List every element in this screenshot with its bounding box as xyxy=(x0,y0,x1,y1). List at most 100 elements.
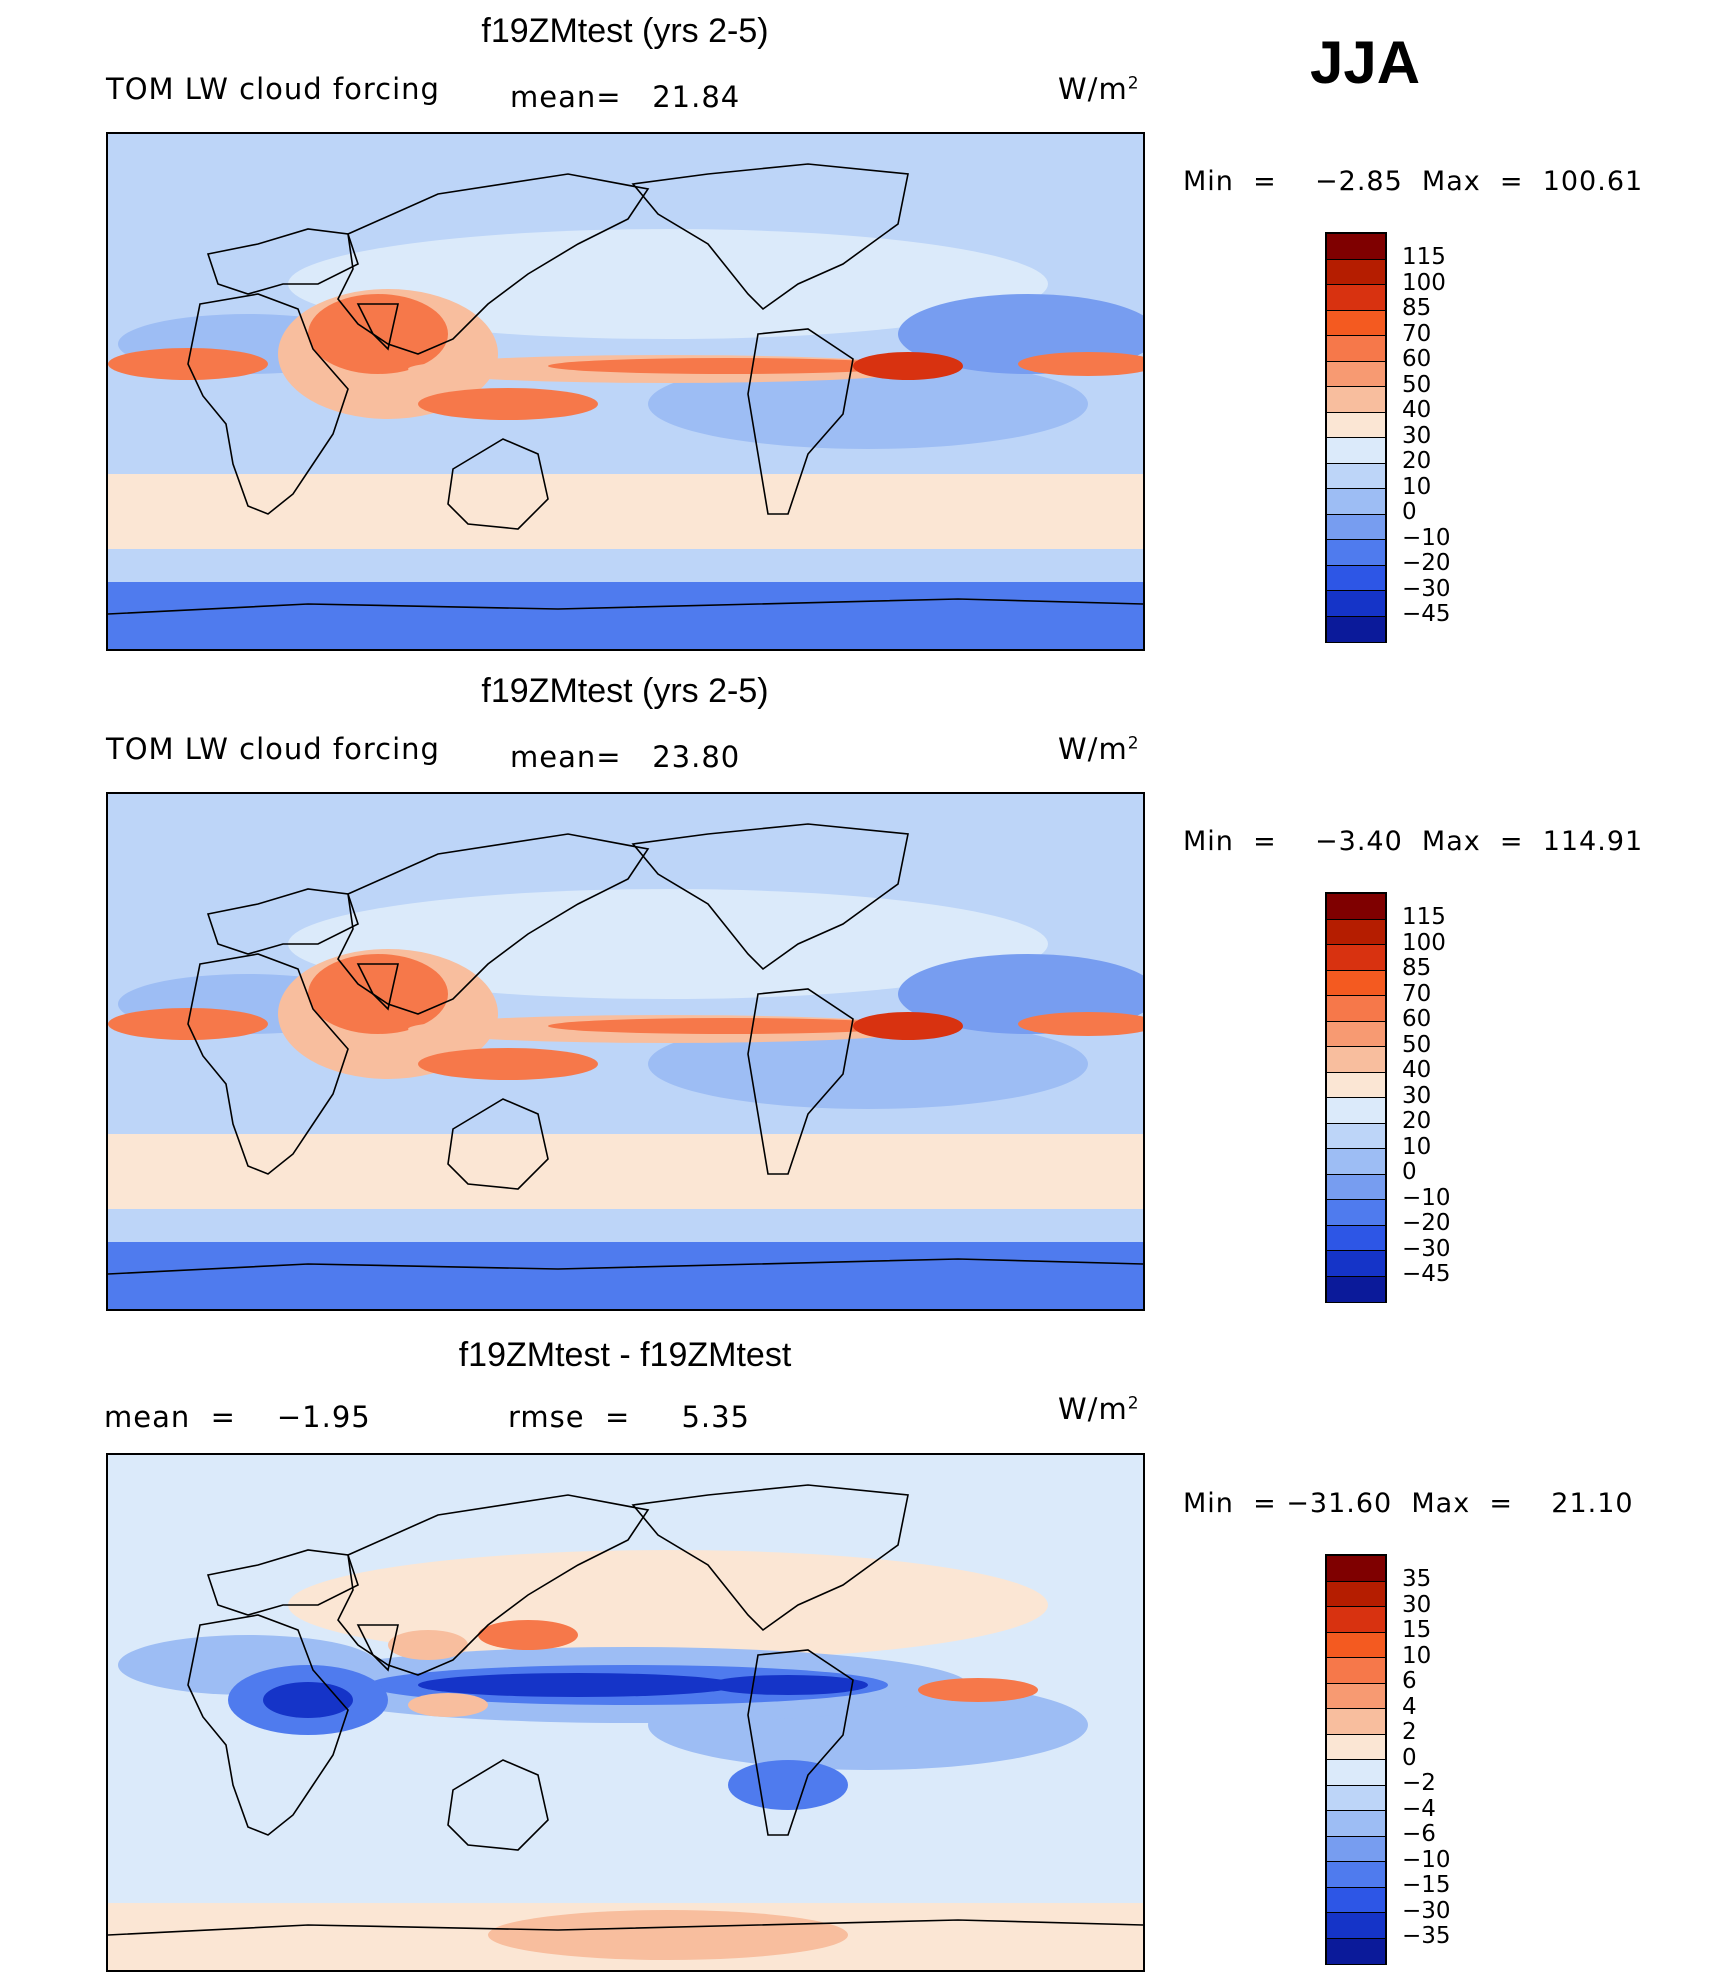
field-region xyxy=(418,1048,598,1080)
colorbar xyxy=(1325,892,1387,1303)
min-max-label: Min = −2.85 Max = 100.61 xyxy=(1183,166,1644,197)
field-region xyxy=(288,889,1048,999)
colorbar-swatch xyxy=(1327,1556,1385,1582)
field-region xyxy=(488,1910,848,1960)
colorbar-swatch xyxy=(1327,1734,1385,1760)
colorbar-tick-label: 115 xyxy=(1402,244,1446,270)
field-region xyxy=(288,1550,1048,1660)
colorbar-ticks: 115 100 85 70 60 50 40 30 20 10 0 −10 −20 −30 −45 xyxy=(1402,904,1451,1288)
colorbar-swatch xyxy=(1327,919,1385,945)
colorbar-tick-label: 115 xyxy=(1402,904,1446,930)
colorbar-tick-label: 0 xyxy=(1402,1744,1417,1771)
panel-title: f19ZMtest - f19ZMtest xyxy=(458,1336,792,1374)
colorbar-tick-label: 100 xyxy=(1402,269,1446,296)
colorbar-swatch xyxy=(1327,1709,1385,1735)
panel-3: f19ZMtest - f19ZMtest mean = −1.95 rmse … xyxy=(0,1320,1710,1980)
coastline xyxy=(108,1258,1143,1275)
colorbar-swatch xyxy=(1327,565,1385,591)
field-region xyxy=(478,1620,578,1650)
colorbar-tick-label: 30 xyxy=(1402,422,1432,449)
coastline xyxy=(337,833,650,1015)
colorbar-swatch xyxy=(1327,1887,1385,1913)
units-label: W/m2 xyxy=(1058,1392,1140,1426)
colorbar-tick-label: 50 xyxy=(1402,1031,1432,1058)
colorbar-swatch xyxy=(1327,310,1385,336)
colorbar-swatch xyxy=(1327,996,1385,1022)
colorbar-swatch xyxy=(1327,1098,1385,1124)
colorbar-swatch xyxy=(1327,234,1385,260)
field-band xyxy=(108,1795,1143,1870)
min-max-label: Min = −3.40 Max = 114.91 xyxy=(1183,826,1644,857)
coastline xyxy=(631,823,909,971)
map-plot xyxy=(106,132,1145,651)
colorbar-tick-label: 2 xyxy=(1402,1719,1417,1745)
coastline xyxy=(447,438,549,530)
colorbar-swatch xyxy=(1327,336,1385,362)
colorbar-tick-label: 70 xyxy=(1402,320,1432,347)
contour-map xyxy=(108,134,1143,649)
colorbar-tick-label: 10 xyxy=(1402,1133,1432,1160)
colorbar-tick-label: −6 xyxy=(1402,1821,1436,1847)
field-region xyxy=(708,1675,868,1695)
colorbar-tick-label: 6 xyxy=(1402,1668,1417,1694)
colorbar-swatch xyxy=(1327,894,1385,920)
coastline xyxy=(447,1759,549,1851)
field-region xyxy=(548,358,908,374)
colorbar-swatch xyxy=(1327,1123,1385,1149)
colorbar-tick-label: 20 xyxy=(1402,448,1432,474)
colorbar-swatch xyxy=(1327,489,1385,515)
colorbar-swatch xyxy=(1327,1276,1385,1302)
colorbar-tick-label: −35 xyxy=(1402,1923,1451,1949)
colorbar-swatch xyxy=(1327,1225,1385,1251)
colorbar-swatch xyxy=(1327,514,1385,540)
colorbar-swatch xyxy=(1327,463,1385,489)
contour-map xyxy=(108,1455,1143,1970)
colorbar-swatch xyxy=(1327,1174,1385,1200)
field-band xyxy=(108,474,1143,549)
field-band xyxy=(108,1134,1143,1209)
colorbar-tick-label: 10 xyxy=(1402,1642,1432,1669)
colorbar-tick-label: 60 xyxy=(1402,1006,1432,1032)
variable-label: TOM LW cloud forcing xyxy=(106,72,440,106)
coastline xyxy=(206,888,359,955)
coastline xyxy=(187,953,349,1175)
colorbar-swatch xyxy=(1327,1581,1385,1607)
variable-label: TOM LW cloud forcing xyxy=(106,732,440,766)
field-band xyxy=(108,1242,1143,1309)
colorbar-swatch xyxy=(1327,945,1385,971)
field-band xyxy=(108,582,1143,649)
colorbar-swatch xyxy=(1327,1072,1385,1098)
colorbar-swatch xyxy=(1327,540,1385,566)
coastline xyxy=(337,1494,650,1676)
colorbar-swatch xyxy=(1327,259,1385,285)
colorbar-swatch xyxy=(1327,1200,1385,1226)
field-region xyxy=(548,1018,908,1034)
colorbar-tick-label: −10 xyxy=(1402,1184,1451,1211)
colorbar-swatch xyxy=(1327,1632,1385,1658)
colorbar-tick-label: 0 xyxy=(1402,499,1417,525)
units-label: W/m2 xyxy=(1058,72,1140,106)
coastline xyxy=(747,328,854,515)
colorbar-tick-label: −20 xyxy=(1402,1210,1451,1236)
colorbar-swatch xyxy=(1327,1785,1385,1811)
colorbar-tick-label: −10 xyxy=(1402,1846,1451,1873)
map-plot xyxy=(106,1453,1145,1972)
colorbar-swatch xyxy=(1327,591,1385,617)
colorbar-swatch xyxy=(1327,412,1385,438)
mean-label: mean= 21.84 xyxy=(510,80,741,114)
field-region xyxy=(1018,352,1143,376)
colorbar-ticks: 35 30 15 10 6 4 2 0 −2 −4 −6 −10 −15 −30 −35 xyxy=(1402,1566,1451,1950)
panel-title: f19ZMtest (yrs 2-5) xyxy=(481,672,769,710)
field-region xyxy=(388,1630,468,1660)
colorbar xyxy=(1325,232,1387,643)
colorbar-tick-label: −45 xyxy=(1402,601,1451,627)
colorbar-swatch xyxy=(1327,1149,1385,1175)
contour-map xyxy=(108,794,1143,1309)
colorbar-tick-label: −45 xyxy=(1402,1261,1451,1287)
colorbar-tick-label: 85 xyxy=(1402,955,1432,981)
colorbar-tick-label: 40 xyxy=(1402,1057,1432,1083)
field-region xyxy=(853,1012,963,1040)
colorbar-swatch xyxy=(1327,1760,1385,1786)
field-region xyxy=(418,1673,738,1697)
field-region xyxy=(308,954,448,1034)
